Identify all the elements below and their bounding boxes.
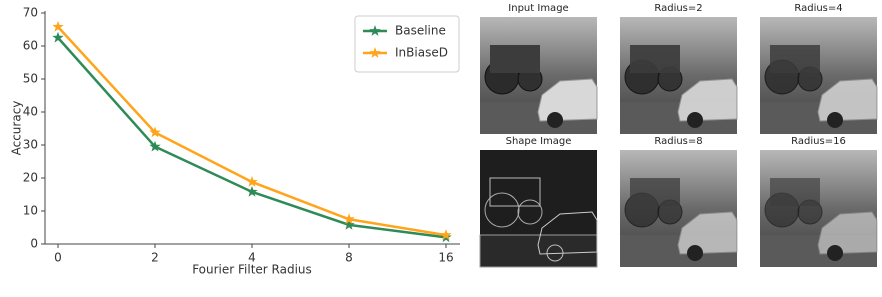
image-car-wheel [546, 244, 564, 262]
image-tractor [630, 178, 680, 206]
series-marker [52, 20, 64, 32]
panel-title: Radius=2 [654, 3, 702, 14]
image-car-wheel [827, 112, 843, 128]
panel-title: Radius=8 [654, 136, 702, 147]
image-road [479, 234, 598, 268]
image-tractor [489, 177, 541, 207]
legend-label: InBiaseD [395, 46, 448, 60]
series-marker [149, 140, 161, 152]
legend-label: Baseline [395, 24, 446, 38]
y-tick-label: 30 [23, 138, 38, 152]
x-tick-label: 16 [438, 251, 453, 265]
series-marker [246, 185, 258, 197]
y-tick-label: 0 [30, 237, 38, 251]
image-panel [760, 17, 878, 134]
image-car-wheel [827, 245, 843, 261]
x-axis-label: Fourier Filter Radius [192, 263, 312, 277]
series-marker [343, 213, 355, 225]
image-car-wheel [547, 112, 563, 128]
image-panel [620, 17, 738, 134]
image-tractor [490, 45, 540, 73]
image-car-wheel [687, 245, 703, 261]
series-marker [149, 126, 161, 138]
y-tick-label: 50 [23, 72, 38, 86]
image-panel [620, 150, 738, 267]
image-panel [479, 150, 598, 268]
panel-title: Shape Image [506, 136, 572, 147]
image-panel [480, 17, 598, 134]
y-tick-label: 60 [23, 39, 38, 53]
y-tick-label: 40 [23, 105, 38, 119]
y-tick-label: 70 [23, 6, 38, 20]
series-marker [343, 218, 355, 230]
image-wheel [484, 192, 520, 228]
image-car-wheel [687, 112, 703, 128]
image-panel [760, 150, 878, 267]
image-tractor [630, 45, 680, 73]
y-tick-label: 20 [23, 171, 38, 185]
legend-marker [369, 47, 381, 58]
x-tick-label: 4 [248, 251, 256, 265]
image-tractor [770, 178, 820, 206]
image-car [537, 211, 598, 255]
x-tick-label: 0 [54, 251, 62, 265]
y-tick-label: 10 [23, 204, 38, 218]
x-tick-label: 2 [151, 251, 159, 265]
image-tractor [770, 45, 820, 73]
legend-marker [369, 25, 381, 36]
y-axis-label: Accuracy [10, 101, 24, 156]
series-marker [246, 176, 258, 187]
image-wheel [517, 199, 543, 225]
panel-title: Radius=16 [791, 136, 846, 147]
series-marker [440, 229, 452, 240]
series-marker [52, 31, 64, 43]
panel-title: Input Image [508, 3, 568, 14]
panel-title: Radius=4 [794, 3, 842, 14]
x-tick-label: 8 [345, 251, 353, 265]
